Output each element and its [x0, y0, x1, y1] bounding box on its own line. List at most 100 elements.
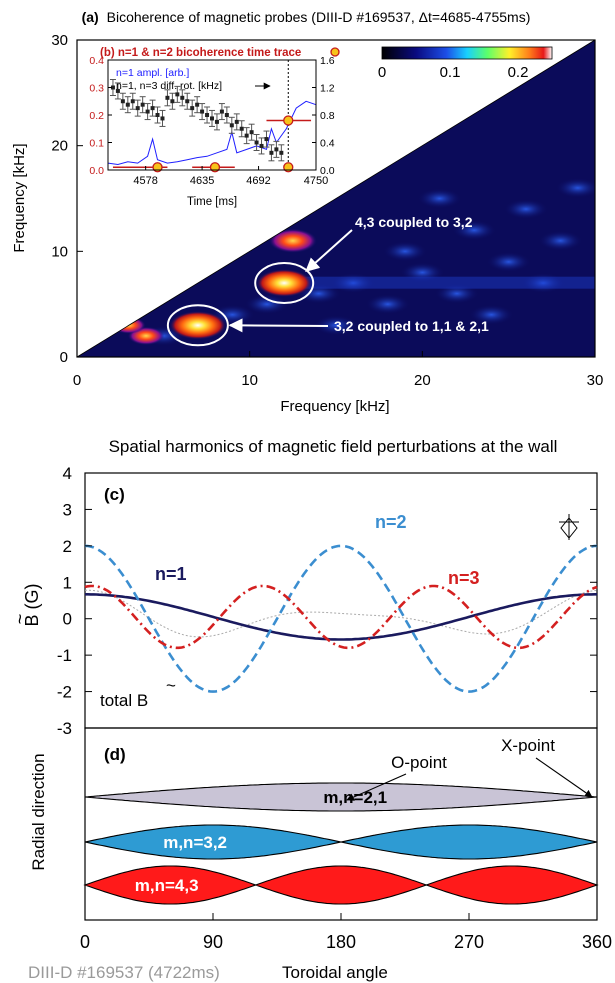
panel-d-ylabel: Radial direction	[29, 753, 48, 870]
diff-rotation-point-29	[253, 134, 260, 151]
panel-c-title: Spatial harmonics of magnetic field pert…	[109, 437, 558, 456]
inset-ytick-left-4: 0.4	[89, 55, 104, 67]
highlight-circle-43	[254, 262, 315, 305]
diff-rotation-point-21	[213, 113, 220, 131]
panel-a-label: (a)	[82, 9, 99, 25]
panel-a-ytick-label-0: 0	[60, 349, 68, 366]
diff-rotation-point-17	[194, 96, 201, 114]
bicoherence-marker-3	[283, 115, 294, 126]
total-b-label: total B ~	[100, 676, 176, 710]
o-point-arrow	[346, 773, 407, 801]
diff-rotation-point-2	[119, 92, 126, 110]
panel-c-ylabel-tilde: ~	[10, 614, 30, 625]
x-point-arrow	[535, 757, 593, 798]
diff-rotation-point-28	[248, 123, 255, 141]
heatmap-texture-17	[417, 188, 462, 209]
heatmap-band	[301, 276, 595, 289]
heatmap-peak-2	[268, 228, 317, 253]
diff-rotation-point-11	[164, 89, 171, 107]
annotation-43: 4,3 coupled to 3,2	[355, 214, 473, 230]
series-line-n3	[84, 584, 598, 650]
colorbar-tick-0: 0	[378, 64, 386, 81]
inset-ytick-left-0: 0.0	[89, 165, 104, 177]
panel-d-xlabel: Toroidal angle	[282, 963, 388, 982]
colorbar	[381, 46, 553, 60]
diff-rotation-point-19	[204, 106, 211, 124]
diff-rotation-point-26	[238, 120, 245, 138]
diff-rotation-point-6	[139, 96, 146, 114]
panel-a-xtick-label-2: 20	[414, 372, 431, 389]
panel-c-ytick-label-6: -2	[57, 683, 72, 702]
panel-c-label: (c)	[104, 485, 125, 504]
annotation-arrow-43	[305, 229, 353, 272]
heatmap-texture-11	[503, 199, 548, 220]
diff-rotation-point-20	[209, 109, 215, 127]
heatmap-texture-13	[314, 315, 358, 336]
inset-frame	[107, 59, 317, 171]
panel-c-ytick-label-2: 2	[63, 537, 72, 556]
diff-rotation-point-12	[169, 92, 176, 110]
diff-rotation-point-4	[129, 92, 136, 110]
inset-legend-n1: n=1 ampl. [arb.]	[116, 67, 189, 79]
diff-rotation-point-33	[273, 140, 280, 158]
inset-ytick-right-4: 1.6	[320, 55, 335, 67]
inset-title: (b) n=1 & n=2 bicoherence time trace	[100, 47, 301, 59]
heatmap-peak-1	[256, 269, 312, 297]
x-point-label: X-point	[501, 736, 555, 755]
diff-rotation-point-24	[228, 116, 235, 134]
panel-a-xtick-label-0: 0	[73, 372, 81, 389]
inset-title-marker	[330, 47, 340, 57]
island-32: m,n=3,2	[84, 824, 598, 860]
heatmap-texture-7	[486, 251, 531, 272]
colorbar-tick-1: 0.1	[440, 64, 461, 81]
series-line-n2	[84, 544, 598, 693]
island-label-1: m,n=3,2	[163, 833, 227, 852]
panel-a-ytick-label-2: 20	[51, 138, 68, 155]
inset-ytick-left-3: 0.3	[89, 83, 104, 95]
harmonics-panel: Spatial harmonics of magnetic field pert…	[10, 437, 598, 738]
heatmap-texture-15	[469, 304, 514, 325]
diff-rotation-point-18	[199, 103, 206, 121]
panel-a-title-text: Bicoherence of magnetic probes (DIII-D #…	[107, 9, 531, 25]
series-label-n1: n=1	[155, 564, 187, 584]
inset-legend-rotation: n=1, n=3 diff. rot. [kHz]	[116, 80, 222, 92]
diff-rotation-point-10	[159, 109, 166, 127]
panel-a-title: (a) Bicoherence of magnetic probes (DIII…	[82, 9, 531, 25]
diff-rotation-point-0	[109, 79, 116, 96]
panel-d-xtick-label-4: 360	[582, 932, 612, 952]
diff-rotation-point-27	[243, 127, 250, 145]
island-21: m,n=2,1	[84, 782, 598, 812]
island-label-2: m,n=4,3	[135, 876, 199, 895]
inset-xtick-1: 4635	[190, 175, 214, 187]
colorbar-tick-2: 0.2	[508, 64, 529, 81]
diagonal	[76, 39, 596, 358]
series-label-n2: n=2	[375, 512, 407, 532]
diff-rotation-point-30	[258, 137, 265, 155]
panel-a-ylabel: Frequency [kHz]	[11, 143, 28, 252]
diff-rotation-point-22	[218, 103, 225, 121]
annotation-32: 3,2 coupled to 1,1 & 2,1	[334, 318, 489, 334]
panel-a-xlabel: Frequency [kHz]	[280, 398, 389, 415]
heatmap-texture-3	[331, 273, 376, 294]
diff-rotation-point-1	[114, 82, 121, 100]
inset-ytick-right-2: 0.8	[320, 110, 335, 122]
diff-rotation-point-5	[134, 99, 141, 117]
series-label-n3: n=3	[448, 568, 480, 588]
panel-c-ytick-label-1: 3	[63, 500, 72, 519]
panel-c-ytick-label-7: -3	[57, 719, 72, 738]
diff-rotation-point-25	[233, 113, 240, 131]
heatmap-texture-8	[521, 273, 566, 294]
total-b-tilde: ~	[166, 676, 176, 695]
panel-c-ytick-label-3: 1	[63, 573, 72, 592]
islands-panel: m,n=2,1 m,n=3,2 m,n=4,3 0 90 180 270 360 (d) R…	[28, 727, 612, 982]
inset-ytick-right-0: 0.0	[320, 165, 335, 177]
island-label-0: m,n=2,1	[323, 788, 387, 807]
heatmap-texture-5	[400, 262, 445, 283]
panel-d-xtick-label-2: 180	[326, 932, 356, 952]
heatmap-texture-14	[244, 294, 289, 315]
diff-rotation-point-16	[189, 99, 196, 117]
total-b-text: total B	[100, 691, 148, 710]
footnote: DIII-D #169537 (4722ms)	[28, 963, 220, 982]
inset-background	[98, 43, 338, 170]
